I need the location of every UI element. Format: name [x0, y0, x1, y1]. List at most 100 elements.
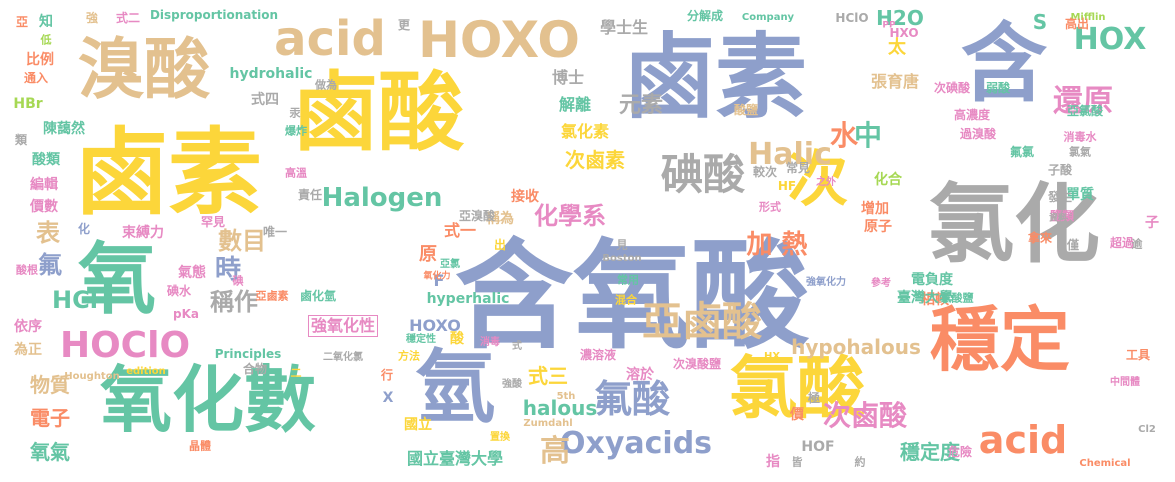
word: 博士	[551, 68, 585, 87]
word: 稱作	[210, 288, 258, 316]
word: 接收	[511, 189, 539, 205]
word: 酸類	[32, 152, 60, 168]
word: 做為	[315, 78, 337, 92]
word: H2O	[876, 6, 924, 30]
word: HOXO	[409, 316, 461, 335]
word: 亞氯酸	[1066, 104, 1104, 118]
word: PP	[882, 20, 896, 31]
word: 氣態	[178, 265, 206, 281]
word: 氫	[415, 341, 495, 434]
word: 化合	[874, 172, 902, 188]
word: 含	[961, 14, 1047, 114]
word: 責任	[297, 188, 323, 202]
word: 陳藹然	[43, 121, 85, 137]
word: 氯酸鹽	[940, 291, 974, 305]
word: 濃溶液	[579, 348, 617, 362]
word: 鹵化氫	[299, 289, 337, 303]
word: acid	[274, 11, 386, 67]
word: 方法	[398, 349, 420, 363]
word: 亞鹵素	[255, 289, 289, 303]
word: halous	[522, 396, 598, 420]
word: acid	[978, 418, 1068, 462]
word: 危險	[947, 445, 973, 459]
word: 資料	[1048, 213, 1068, 224]
word: 氟	[38, 251, 62, 279]
word: 見	[616, 238, 628, 252]
word: 還原	[1053, 84, 1113, 119]
word: HOF	[801, 439, 835, 455]
word: 元素	[618, 93, 664, 118]
word: 置換	[490, 432, 510, 443]
word: 式二	[115, 11, 141, 25]
word: 溶於	[626, 367, 654, 383]
word: 亞氯	[440, 259, 460, 270]
word: 含氧酸	[454, 227, 810, 365]
word: 中	[853, 119, 883, 152]
word: 氯氣	[1069, 145, 1091, 159]
word: 氧化力	[423, 271, 451, 282]
word: hyperhalic	[426, 291, 510, 307]
word: 氧	[77, 235, 157, 325]
word: 約	[854, 455, 866, 469]
word: 氧化數	[99, 358, 317, 442]
word: Mifflin	[1070, 12, 1106, 23]
word: 時	[214, 255, 242, 285]
word: HCl	[52, 286, 98, 314]
word: hypohalous	[791, 335, 921, 359]
word: 解離	[558, 95, 592, 114]
word: 化學系	[534, 202, 606, 230]
word: 二氧化氯	[323, 352, 363, 363]
word: Principles	[214, 347, 282, 361]
word: 相較	[921, 292, 949, 308]
word: F	[433, 271, 445, 290]
word: 過溴酸	[959, 127, 997, 141]
word: 超過	[1109, 236, 1135, 250]
word: 穩定度	[900, 440, 960, 464]
word: 出	[493, 238, 507, 252]
word: 酸鹽	[733, 103, 759, 117]
word: 式四	[251, 92, 279, 108]
word: 強酸	[502, 379, 522, 390]
word: HF	[777, 179, 797, 193]
word: 消毒	[480, 337, 500, 348]
word: 拿來	[1027, 231, 1053, 245]
word: 類	[14, 133, 28, 147]
word: 參考	[871, 278, 891, 289]
word: 亞溴酸	[458, 209, 496, 223]
word: 國立	[404, 417, 432, 433]
word: 次鹵素	[565, 148, 625, 172]
word: 形式	[759, 200, 781, 214]
word: 酸根	[16, 263, 38, 277]
word: 穩定性	[406, 334, 436, 345]
word: 水	[829, 119, 859, 152]
word: 氧氣	[30, 440, 70, 464]
word: 強氧化力	[806, 277, 846, 288]
word: 化	[77, 222, 91, 236]
word: 增加	[861, 201, 889, 217]
word: 氯酸	[728, 350, 866, 429]
word: 鹵素	[622, 24, 808, 131]
word: 行	[380, 368, 394, 382]
word: Halic	[748, 137, 832, 172]
word: 學士生	[599, 18, 649, 37]
word: X	[382, 390, 394, 406]
word: 中間體	[1110, 377, 1140, 388]
word: 原子	[864, 219, 892, 235]
word: Oxyacids	[559, 426, 713, 461]
word: 碘	[232, 274, 244, 288]
word: 穩定	[930, 299, 1070, 381]
word: Disproportionation	[149, 8, 279, 22]
word: 消毒水	[1063, 130, 1097, 144]
word: 編輯	[30, 177, 58, 193]
word: 子酸	[1047, 163, 1073, 177]
word: 表	[36, 219, 60, 247]
word: HXO	[889, 26, 919, 40]
word: 高出	[1064, 17, 1090, 31]
word: 子	[1145, 215, 1159, 231]
word: HBr	[13, 96, 43, 112]
word: 二	[290, 366, 302, 380]
word: 稱為	[486, 211, 514, 227]
word: 數目	[218, 227, 266, 255]
word: 碘酸	[660, 150, 746, 199]
